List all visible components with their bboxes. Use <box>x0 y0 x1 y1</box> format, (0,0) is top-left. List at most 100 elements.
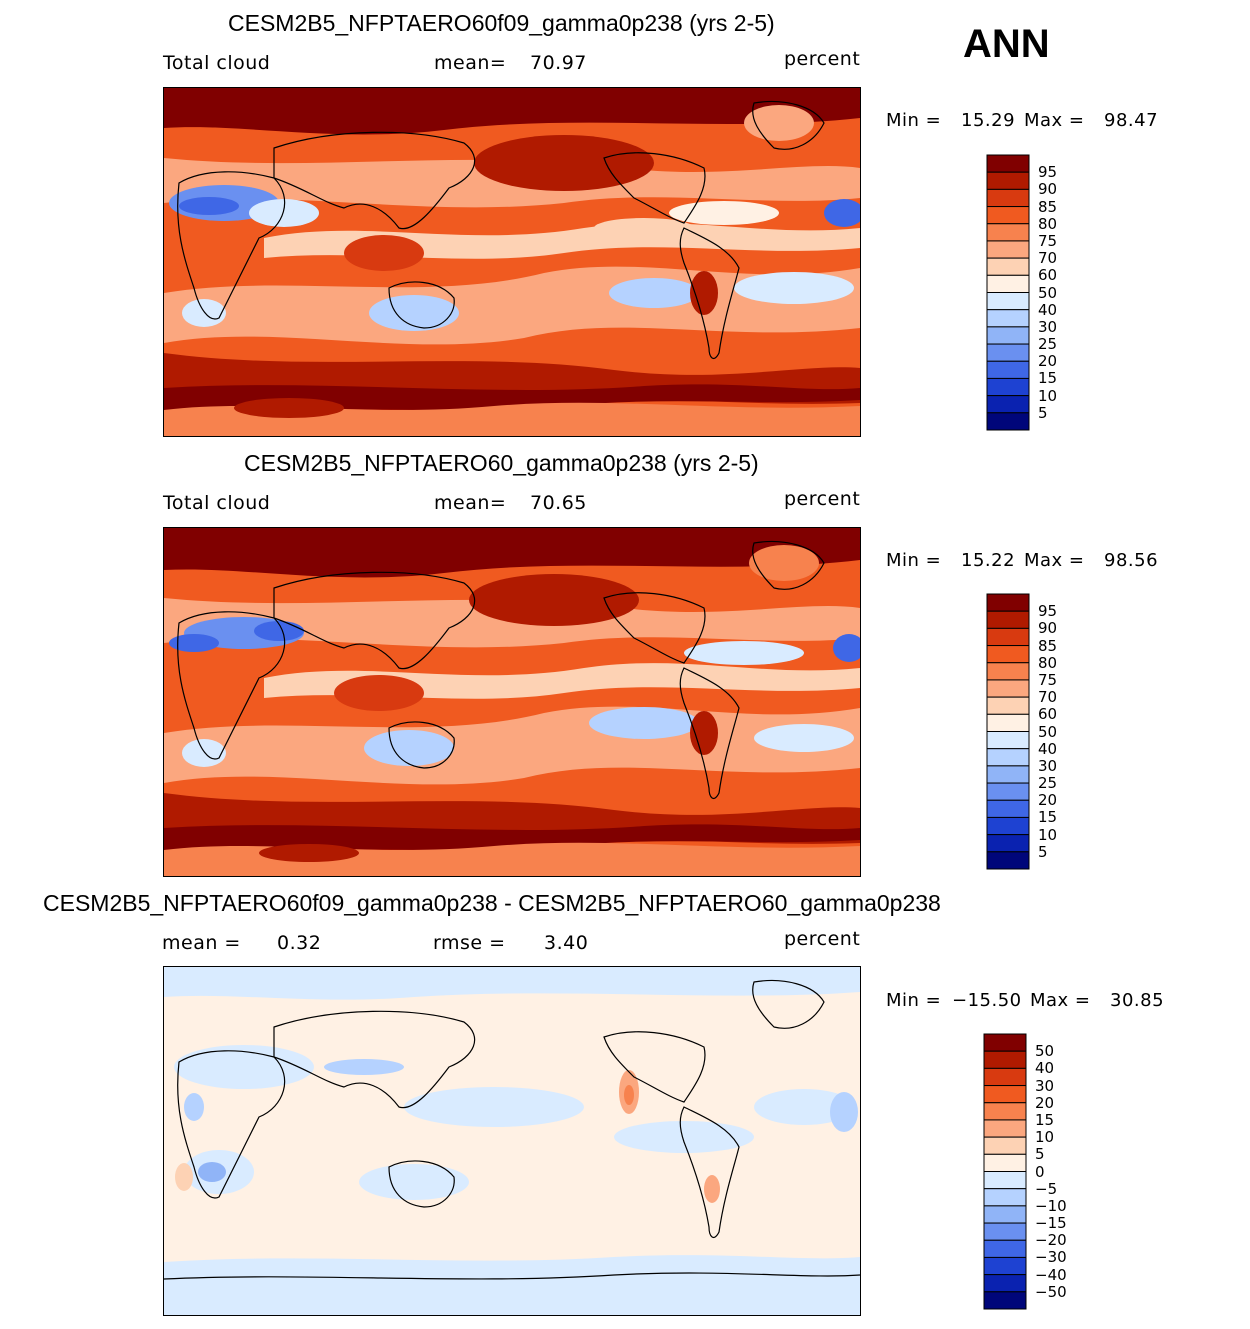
colorbar-swatch <box>983 1274 1027 1293</box>
panel-3-title: CESM2B5_NFPTAERO60f09_gamma0p238 - CESM2… <box>43 890 941 916</box>
colorbar-swatch <box>983 1119 1027 1138</box>
panel-3-colorbar <box>983 1033 1027 1315</box>
sahara-core <box>169 634 219 652</box>
colorbar-swatch <box>986 257 1030 276</box>
panel-2-variable: Total cloud <box>163 492 271 514</box>
maritime-continent <box>344 235 424 271</box>
s-africa-low <box>182 739 226 767</box>
panel-1-max-value: 98.47 <box>1104 110 1159 131</box>
panel-2-map <box>163 527 861 877</box>
colorbar-tick-label: −5 <box>1035 1179 1058 1198</box>
colorbar-swatch <box>983 1222 1027 1241</box>
panel-2-mean-value: 70.65 <box>530 492 587 514</box>
w-africa-diff <box>184 1093 204 1121</box>
colorbar-tick-label: 30 <box>1035 1076 1055 1095</box>
colorbar-swatch <box>983 1291 1027 1310</box>
arctic-band <box>164 528 860 578</box>
colorbar-tick-label: 10 <box>1035 1128 1055 1147</box>
colorbar-swatch <box>983 1205 1027 1224</box>
band-midlat-north <box>164 598 860 648</box>
colorbar-swatch <box>986 274 1030 293</box>
s-atlantic-low <box>734 272 854 304</box>
colorbar-swatch <box>986 395 1030 414</box>
colorbar-tick-label: 85 <box>1038 636 1058 655</box>
colorbar-swatch <box>986 627 1030 647</box>
greenland <box>749 545 819 581</box>
n-atlantic-pale <box>684 641 804 665</box>
colorbar-swatch <box>986 851 1030 870</box>
colorbar-swatch <box>983 1033 1027 1052</box>
panel-2-colorbar <box>986 593 1030 875</box>
antarctic-region <box>164 842 860 876</box>
panel-2-colorbar-svg <box>986 593 1030 870</box>
colorbar-tick-label: 70 <box>1038 688 1058 707</box>
colorbar-tick-label: 95 <box>1038 163 1058 182</box>
panel-1-mean-label: mean= <box>434 52 507 74</box>
colorbar-tick-label: −15 <box>1035 1214 1067 1233</box>
panel-3-min-label: Min = <box>886 990 942 1011</box>
panel-3-mean-value: 0.32 <box>277 932 322 954</box>
ne-pacific-pale <box>594 218 694 238</box>
colorbar-swatch <box>986 696 1030 715</box>
colorbar-swatch <box>986 610 1030 629</box>
colorbar-tick-label: 50 <box>1038 283 1058 302</box>
panel-1-map-svg <box>164 88 860 436</box>
colorbar-swatch <box>986 748 1030 767</box>
coastlines <box>177 540 825 800</box>
peru-max <box>690 711 718 755</box>
colorbar-swatch <box>986 662 1030 681</box>
colorbar-swatch <box>986 240 1030 259</box>
antarctic-patch <box>234 398 344 418</box>
california-core <box>624 1085 634 1105</box>
colorbar-tick-label: −10 <box>1035 1196 1067 1215</box>
arabia-core <box>254 621 304 641</box>
panel-3-max-label: Max = <box>1030 990 1091 1011</box>
north-pacific-max <box>474 135 654 191</box>
maritime-continent <box>334 675 424 711</box>
panel-1-colorbar <box>986 154 1030 436</box>
panel-3-max-value: 30.85 <box>1110 990 1165 1011</box>
peru-max <box>690 271 718 315</box>
colorbar-swatch <box>986 171 1030 190</box>
peru-diff <box>704 1175 720 1203</box>
panel-1-min-label: Min = <box>886 110 942 131</box>
panel-2-map-svg <box>164 528 860 876</box>
panel-3-map <box>163 966 861 1316</box>
colorbar-swatch <box>986 782 1030 801</box>
panel-2-title: CESM2B5_NFPTAERO60_gamma0p238 (yrs 2-5) <box>244 450 759 476</box>
s-atlantic-low <box>754 724 854 752</box>
colorbar-tick-label: −40 <box>1035 1265 1067 1284</box>
panel-3-rmse-value: 3.40 <box>544 932 589 954</box>
colorbar-tick-label: 95 <box>1038 602 1058 621</box>
season-label: ANN <box>963 22 1050 66</box>
atlantic-diff <box>754 1089 854 1125</box>
s-africa-low <box>182 299 226 327</box>
colorbar-swatch <box>986 799 1030 818</box>
panel-2-units: percent <box>784 488 861 510</box>
panel-2-max-label: Max = <box>1024 550 1085 571</box>
colorbar-tick-label: 20 <box>1038 352 1058 371</box>
colorbar-tick-label: 90 <box>1038 619 1058 638</box>
panel-3-map-svg <box>164 967 860 1315</box>
n-atlantic-pale <box>669 201 779 225</box>
colorbar-tick-label: 0 <box>1035 1162 1045 1181</box>
colorbar-swatch <box>983 1256 1027 1276</box>
colorbar-swatch <box>986 360 1030 379</box>
panel-1-map <box>163 87 861 437</box>
panel-1-mean-value: 70.97 <box>530 52 587 74</box>
namibia-diff <box>175 1163 193 1191</box>
colorbar-swatch <box>986 309 1030 328</box>
colorbar-swatch <box>986 645 1030 664</box>
africa-diff <box>174 1045 314 1089</box>
panel-1-min-value: 15.29 <box>961 110 1016 131</box>
colorbar-tick-label: 5 <box>1035 1145 1045 1164</box>
colorbar-tick-label: 90 <box>1038 180 1058 199</box>
colorbar-tick-label: 40 <box>1038 300 1058 319</box>
w-pacific-diff <box>404 1087 584 1127</box>
colorbar-tick-label: 50 <box>1035 1042 1055 1061</box>
colorbar-swatch <box>986 326 1030 345</box>
colorbar-tick-label: 20 <box>1038 791 1058 810</box>
colorbar-swatch <box>986 816 1030 836</box>
colorbar-swatch <box>983 1067 1027 1087</box>
australia-diff <box>359 1164 469 1200</box>
